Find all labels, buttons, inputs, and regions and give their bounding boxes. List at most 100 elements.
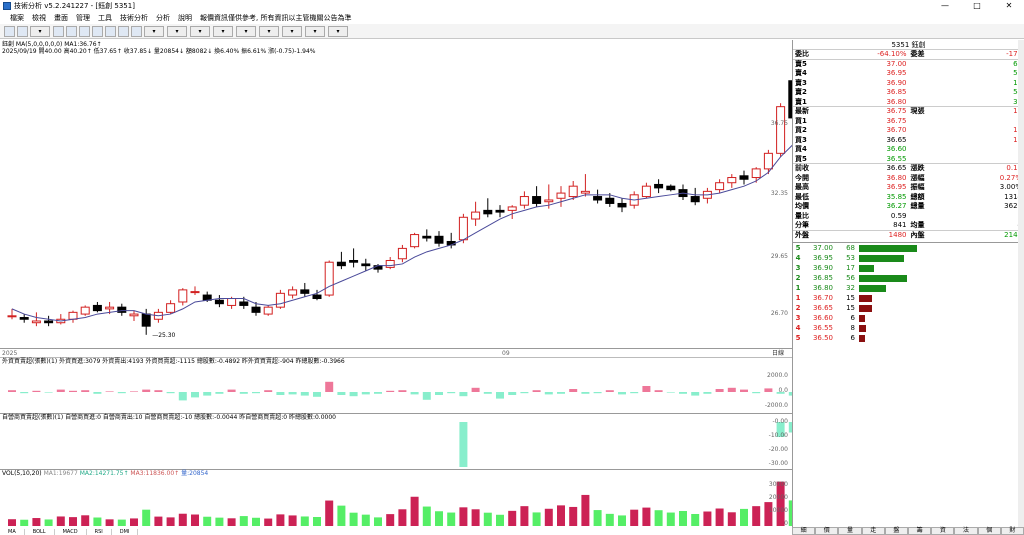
foreign-bar [557, 392, 565, 394]
quote-tab[interactable]: 細 [792, 527, 816, 535]
depth-q: 53 [846, 254, 855, 262]
panel-divider-2[interactable] [0, 357, 792, 358]
quote-label: 最低 [795, 192, 809, 201]
chart-svg[interactable]: —40.20—25.30 [0, 40, 792, 535]
line-tool-dropdown[interactable]: ▾ [144, 25, 164, 37]
volume-bar [788, 500, 792, 526]
quote-tab[interactable]: 走 [861, 527, 885, 535]
panel-divider-1[interactable] [0, 348, 792, 349]
quote-label: 買3 [795, 135, 807, 144]
tab-rsi[interactable]: RSI [87, 529, 112, 535]
foreign-axis-label: 0.0 [778, 387, 788, 394]
menu-tools[interactable]: 工具 [98, 14, 112, 22]
quote-label2 [909, 136, 967, 146]
layout-4-icon[interactable] [118, 25, 129, 37]
volume-bar [776, 481, 785, 526]
menu-screen[interactable]: 畫面 [54, 14, 68, 22]
quote-label: 買4 [795, 145, 807, 153]
foreign-bar [227, 389, 236, 392]
bars-dropdown[interactable]: ▾ [167, 25, 187, 37]
panel-divider-3[interactable] [0, 413, 792, 414]
dealer-bar [776, 422, 785, 437]
arrow-dropdown[interactable]: ▾ [213, 25, 233, 37]
tab-boll[interactable]: BOLL [25, 529, 55, 535]
candle-body [483, 209, 493, 215]
depth-bar [859, 334, 865, 342]
depth-n: 5 [795, 334, 801, 342]
chart-area[interactable]: 鈺創 MA(5,0,0,0,0,0) MA1:36.76↑ 2025/09/19… [0, 40, 792, 535]
panel-divider-4[interactable] [0, 469, 792, 470]
quote-label2 [909, 212, 967, 222]
foreign-bar [435, 392, 443, 395]
quote-tab[interactable]: 個 [977, 527, 1001, 535]
quote-tab[interactable]: 盤 [884, 527, 909, 535]
quote-tab[interactable]: 法 [954, 527, 978, 535]
vol-ma3: MA3:11836.00↑ [130, 470, 180, 477]
pen-dropdown[interactable]: ▾ [282, 25, 302, 37]
depth-q: 15 [846, 294, 855, 302]
quote-label: 買1 [795, 116, 807, 125]
main-info-line1: 鈺創 MA(5,0,0,0,0,0) MA1:36.76↑ [2, 41, 102, 48]
volume-bar [93, 517, 102, 526]
quote-tab[interactable]: 價 [815, 527, 839, 535]
volume-bar [398, 509, 407, 526]
volume-bar [618, 515, 626, 526]
quote-value2: 0.27% [999, 173, 1022, 182]
menu-manage[interactable]: 管理 [76, 14, 90, 22]
layout-1-icon[interactable] [79, 25, 90, 37]
quote-value: 36.80 [886, 173, 907, 182]
ruler-dropdown[interactable]: ▾ [190, 25, 210, 37]
foreign-bar [532, 390, 541, 392]
quote-title: 5351 鈺創 [793, 40, 1024, 50]
quote-tab[interactable]: 量 [838, 527, 862, 535]
volume-bar [313, 516, 321, 526]
volume-bar [288, 515, 297, 526]
quote-value2: 17 [966, 79, 1024, 89]
quote-tab[interactable]: 資 [931, 527, 955, 535]
menu-technical[interactable]: 技術分析 [120, 14, 148, 22]
chart-icon[interactable] [53, 25, 64, 37]
depth-bar [859, 314, 865, 322]
depth-q: 56 [846, 274, 855, 282]
candle-body [410, 234, 420, 248]
volume-bar [81, 515, 90, 526]
maximize-button[interactable]: □ [973, 1, 981, 10]
crosshair-icon[interactable] [131, 25, 142, 37]
ellipse-dropdown[interactable]: ▾ [259, 25, 279, 37]
menu-view[interactable]: 檢視 [32, 14, 46, 22]
tab-macd[interactable]: MACD [55, 529, 87, 535]
menu-file[interactable]: 檔案 [10, 14, 24, 22]
layout-2-icon[interactable] [92, 25, 103, 37]
tab-ma[interactable]: MA [0, 529, 25, 535]
new-icon[interactable] [4, 25, 15, 37]
volume-bar [20, 519, 29, 526]
volume-bar [593, 510, 602, 526]
candle-body [92, 304, 102, 312]
period-dropdown[interactable]: ▾ [30, 25, 50, 37]
compare-icon[interactable] [66, 25, 77, 37]
rect-dropdown[interactable]: ▾ [236, 25, 256, 37]
tab-dmi[interactable]: DMI [112, 529, 139, 535]
minimize-button[interactable]: — [941, 1, 949, 10]
candle-body [31, 320, 41, 324]
candle-body [19, 317, 29, 320]
foreign-bar [239, 392, 248, 394]
quote-row: 買4 36.60 6 [793, 145, 1024, 155]
save-dropdown[interactable]: ▾ [328, 25, 348, 37]
volume-bar [130, 518, 138, 526]
menu-help[interactable]: 說明 [178, 14, 192, 22]
panel-scrollbar[interactable] [1018, 40, 1024, 527]
foreign-bar [117, 392, 126, 394]
foreign-label: 外資買賣超(張數)(1) 外資買進:3079 外資賣出:4193 外資買賣超:-… [2, 358, 345, 365]
layout-3-icon[interactable] [105, 25, 116, 37]
menu-analysis[interactable]: 分析 [156, 14, 170, 22]
quote-tab[interactable]: 籌 [908, 527, 932, 535]
add-icon[interactable] [17, 25, 28, 37]
quote-tab[interactable]: 財 [1000, 527, 1024, 535]
volume-bar [642, 507, 651, 526]
volume-bar [544, 508, 553, 526]
close-button[interactable]: ✕ [1005, 1, 1013, 10]
text-dropdown[interactable]: ▾ [305, 25, 325, 37]
quote-value2: 54 [966, 88, 1024, 98]
foreign-bar [374, 392, 382, 394]
